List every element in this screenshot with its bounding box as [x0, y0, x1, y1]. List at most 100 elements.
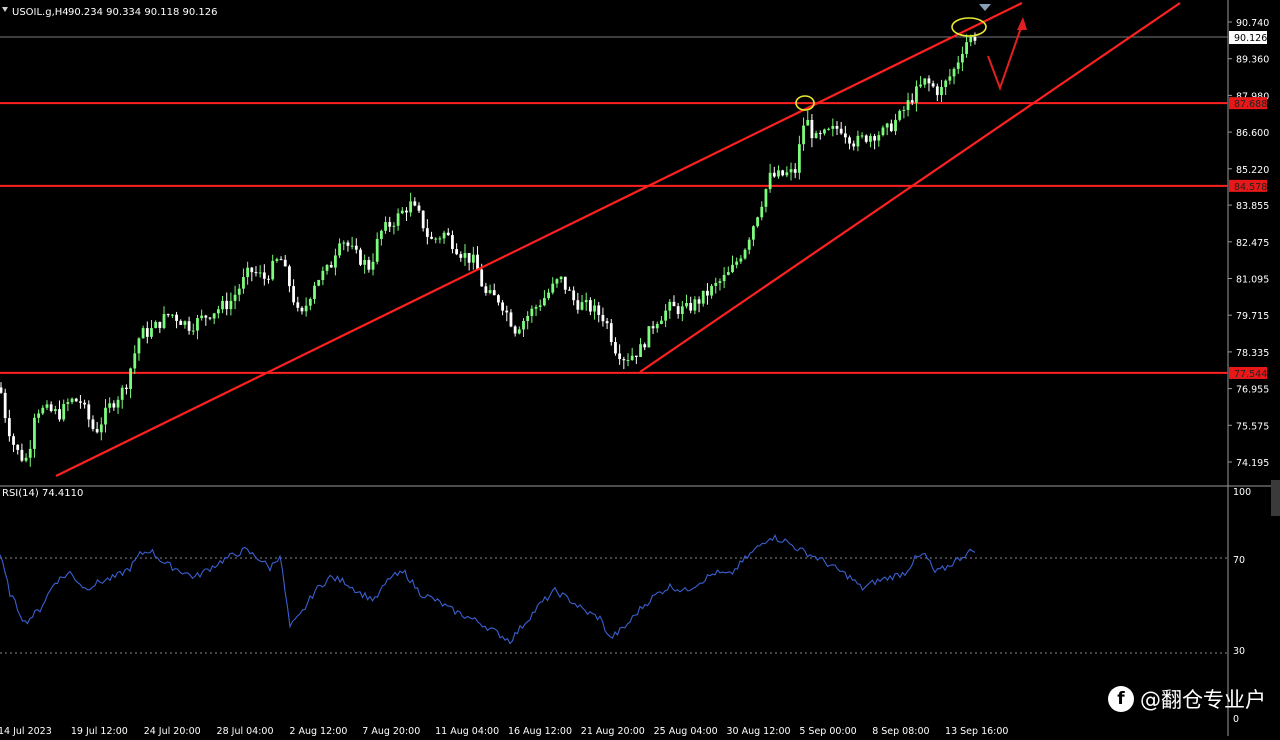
candle: [338, 238, 341, 259]
collapse-triangle-icon[interactable]: [2, 7, 8, 12]
candle: [308, 297, 312, 311]
candle: [580, 294, 584, 311]
candle: [756, 216, 759, 228]
candle: [425, 219, 429, 245]
upper-channel-line[interactable]: [55, 2, 1023, 477]
candle: [208, 316, 212, 321]
candle: [660, 316, 663, 325]
candle: [685, 294, 688, 309]
candle: [530, 305, 534, 323]
candle: [384, 216, 387, 234]
candle: [49, 401, 53, 413]
level-tag: 87.688: [1229, 97, 1267, 110]
candle: [476, 246, 479, 270]
candle: [53, 405, 57, 415]
candle: [818, 130, 822, 140]
candle: [446, 228, 450, 236]
candle: [655, 321, 659, 333]
level-tag: 84.578: [1229, 179, 1267, 193]
candle: [237, 284, 241, 302]
candle: [104, 399, 107, 433]
candle: [806, 110, 810, 126]
candle: [956, 55, 960, 74]
candle: [313, 281, 316, 304]
candle: [534, 304, 538, 316]
candle: [20, 443, 24, 463]
candle: [785, 166, 789, 178]
symbol-label: USOIL.g,H4: [12, 7, 69, 18]
candle: [150, 319, 153, 340]
candle: [451, 230, 454, 254]
x-tick-label: 25 Aug 04:00: [654, 726, 718, 736]
candle: [948, 68, 952, 85]
svg-text:77.544: 77.544: [1234, 369, 1267, 380]
candle: [747, 237, 751, 255]
candle: [83, 399, 86, 409]
candle: [827, 127, 831, 131]
candle: [45, 400, 49, 410]
candle: [250, 266, 254, 282]
ohlc-values: 90.234 90.334 90.118 90.126: [68, 7, 218, 18]
candle: [676, 303, 680, 319]
candle: [864, 134, 868, 144]
y-tick-label: 83.855: [1236, 201, 1269, 212]
candle: [689, 296, 693, 314]
candle: [752, 225, 755, 247]
candle: [555, 278, 559, 288]
forecast-arrow-path: [987, 21, 1024, 91]
candle: [467, 253, 471, 271]
x-tick-label: 19 Jul 12:00: [71, 726, 128, 736]
candle: [463, 244, 467, 266]
candle: [66, 398, 70, 412]
candle: [166, 313, 170, 318]
candle: [413, 197, 417, 207]
breakout-ellipse: [795, 95, 815, 111]
candle: [162, 306, 166, 330]
x-tick-label: 11 Aug 04:00: [435, 726, 499, 736]
candle: [797, 135, 801, 180]
x-tick-label: 2 Aug 12:00: [289, 726, 347, 736]
lower-channel-line[interactable]: [639, 2, 1181, 373]
x-tick-label: 24 Jul 20:00: [144, 726, 201, 736]
candle: [877, 131, 881, 147]
candle: [522, 318, 525, 338]
candle: [455, 243, 459, 256]
candle: [693, 296, 697, 315]
candle: [697, 296, 701, 313]
candle: [471, 246, 475, 270]
candle: [609, 319, 613, 346]
candle: [923, 78, 927, 88]
candle: [375, 232, 379, 265]
candle: [961, 46, 964, 72]
candle: [802, 117, 805, 151]
y-tick-label: 75.575: [1236, 421, 1269, 432]
candle: [823, 128, 826, 136]
horizontal-levels[interactable]: [0, 102, 1228, 374]
candle: [354, 238, 358, 254]
candle: [597, 301, 601, 323]
rsi-level-label: 70: [1233, 555, 1245, 566]
candle: [526, 311, 530, 330]
candle: [58, 400, 61, 422]
candle: [706, 283, 709, 305]
candle: [120, 385, 124, 409]
candle: [488, 284, 492, 295]
rsi-line: [0, 533, 976, 645]
svg-text:84.578: 84.578: [1234, 182, 1267, 193]
channel-trendlines[interactable]: [55, 2, 1181, 477]
candle: [183, 320, 187, 329]
candle: [438, 236, 442, 244]
y-tick-label: 76.955: [1236, 385, 1269, 396]
current-bar-marker-icon: [979, 4, 991, 11]
candle: [154, 320, 158, 329]
candle: [789, 162, 793, 181]
candle: [74, 397, 78, 402]
candle: [325, 264, 329, 275]
candle: [246, 261, 250, 285]
candle: [651, 320, 655, 334]
chart-header: USOIL.g,H4 90.234 90.334 90.118 90.126 R…: [2, 7, 218, 499]
scrollbar-handle[interactable]: [1271, 480, 1280, 516]
candle: [680, 300, 684, 322]
